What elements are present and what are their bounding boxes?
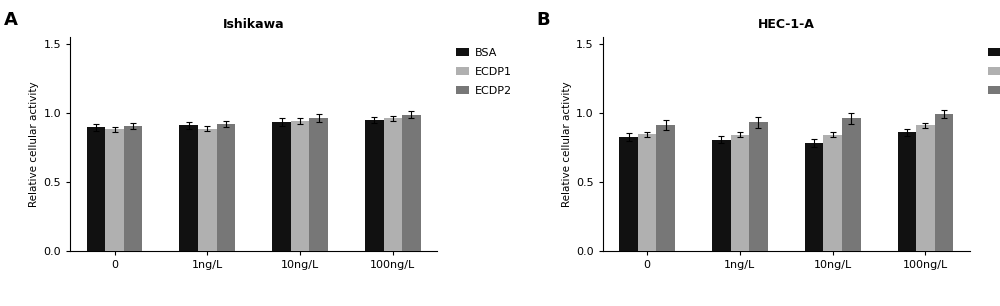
Legend: BSA, ECDP1, ECDP2: BSA, ECDP1, ECDP2 [450,42,517,101]
Bar [619,137,638,251]
Bar [402,115,421,251]
Bar [712,140,731,251]
Bar [731,135,749,251]
Bar [124,126,142,251]
Bar [309,118,328,251]
Bar [898,132,916,251]
Bar [198,129,217,251]
Text: A: A [4,11,18,29]
Title: Ishikawa: Ishikawa [223,18,284,32]
Bar [365,120,384,251]
Bar [217,124,235,251]
Text: B: B [537,11,550,29]
Y-axis label: Relative cellular activity: Relative cellular activity [562,81,572,207]
Bar [179,125,198,251]
Bar [638,134,656,251]
Legend: BSA, ECDP1, ECDP2: BSA, ECDP1, ECDP2 [983,42,1000,101]
Title: HEC-1-A: HEC-1-A [758,18,815,32]
Bar [87,127,105,251]
Bar [384,118,402,251]
Bar [823,135,842,251]
Bar [291,121,309,251]
Bar [842,118,861,251]
Y-axis label: Relative cellular activity: Relative cellular activity [29,81,39,207]
Bar [935,114,953,251]
Bar [105,129,124,251]
Bar [805,143,823,251]
Bar [749,122,768,251]
Bar [656,125,675,251]
Bar [272,122,291,251]
Bar [916,125,935,251]
